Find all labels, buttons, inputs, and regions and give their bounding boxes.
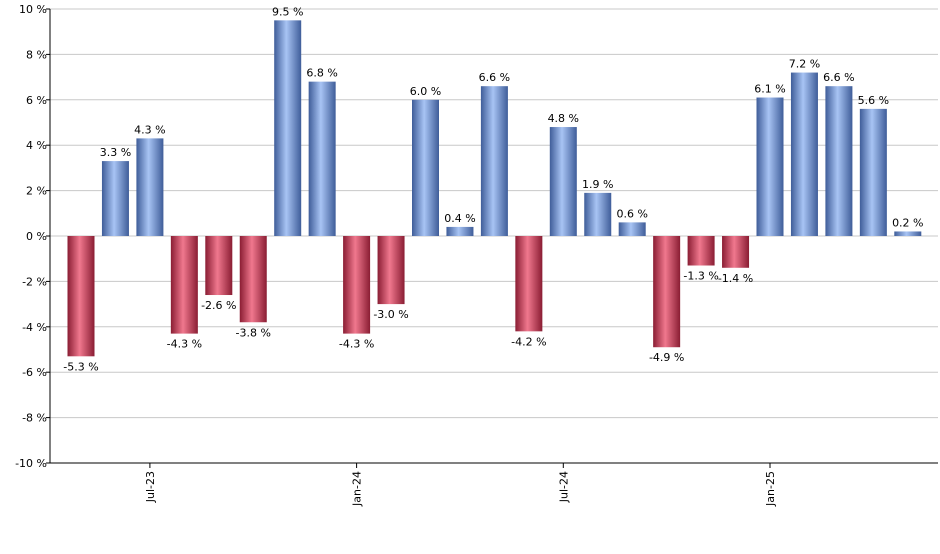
bar: [825, 86, 853, 237]
y-tick-label: 2 %: [26, 185, 47, 198]
bar: [170, 236, 198, 334]
data-label: -4.9 %: [649, 351, 684, 364]
bar: [790, 72, 818, 236]
y-tick-label: -8 %: [22, 412, 47, 425]
data-label: -2.6 %: [201, 299, 236, 312]
bar: [343, 236, 371, 334]
data-label: -1.3 %: [683, 270, 718, 283]
bar: [205, 236, 233, 296]
data-labels: -5.3 % 3.3 %4.3 % -4.3 % -2.6 % -3.8 % 9.5 % 6…: [63, 5, 923, 373]
bar: [756, 97, 784, 236]
axes: -10 % -8 % -6 % -4 % -2 % 0 % 2 % 4 % 6 % 8 % 10 %…: [15, 3, 938, 507]
y-tick-label: 4 %: [26, 139, 47, 152]
x-tick-label: Jul-23: [144, 471, 157, 503]
bar: [446, 226, 474, 236]
x-tick-label: Jul-24: [557, 471, 570, 503]
bar: [101, 161, 129, 236]
data-label: 6.6 %: [479, 71, 510, 84]
bar: [859, 108, 887, 236]
data-label: 6.6 %: [823, 71, 854, 84]
bar: [549, 127, 577, 236]
y-tick-label: -10 %: [15, 457, 47, 470]
data-label: -1.4 %: [718, 272, 753, 285]
bar: [653, 236, 681, 348]
data-label: 9.5 %: [272, 5, 303, 18]
bar: [239, 236, 267, 323]
data-label: 5.6 %: [858, 94, 889, 107]
data-label: -4.3 %: [339, 338, 374, 351]
data-label: -4.2 %: [511, 335, 546, 348]
data-label: 3.3 %: [100, 146, 131, 159]
data-label: 4.8 %: [548, 112, 579, 125]
y-tick-label: 10 %: [19, 3, 47, 16]
bar: [894, 231, 922, 236]
data-label: 7.2 %: [789, 58, 820, 71]
data-label: -3.8 %: [236, 326, 271, 339]
x-tick-label: Jan-25: [764, 471, 777, 507]
data-label: 6.8 %: [306, 67, 337, 80]
data-label: 0.2 %: [892, 216, 923, 229]
data-label: 0.4 %: [444, 212, 475, 225]
bar: [412, 99, 439, 236]
y-tick-label: 0 %: [26, 230, 47, 243]
bar: [618, 222, 646, 236]
y-tick-label: 6 %: [26, 94, 47, 107]
data-label: -3.0 %: [373, 308, 408, 321]
data-label: 4.3 %: [134, 123, 165, 136]
y-tick-label: -6 %: [22, 366, 47, 379]
data-label: 6.0 %: [410, 85, 441, 98]
bar: [377, 236, 405, 305]
bar: [722, 236, 750, 268]
x-tick-label: Jan-24: [351, 471, 364, 507]
bar: [136, 138, 164, 236]
data-label: -4.3 %: [167, 338, 202, 351]
bars: [67, 20, 922, 357]
data-label: 0.6 %: [616, 207, 647, 220]
bar: [687, 236, 715, 266]
bar: [515, 236, 543, 332]
y-tick-label: -2 %: [22, 275, 47, 288]
data-label: -5.3 %: [63, 360, 98, 373]
y-tick-label: 8 %: [26, 48, 47, 61]
bar: [67, 236, 95, 357]
bar: [480, 86, 508, 237]
bar: [274, 20, 302, 236]
bar: [584, 192, 612, 236]
bar: [308, 81, 336, 236]
data-label: 6.1 %: [754, 83, 785, 96]
data-label: 1.9 %: [582, 178, 613, 191]
y-tick-label: -4 %: [22, 321, 47, 334]
